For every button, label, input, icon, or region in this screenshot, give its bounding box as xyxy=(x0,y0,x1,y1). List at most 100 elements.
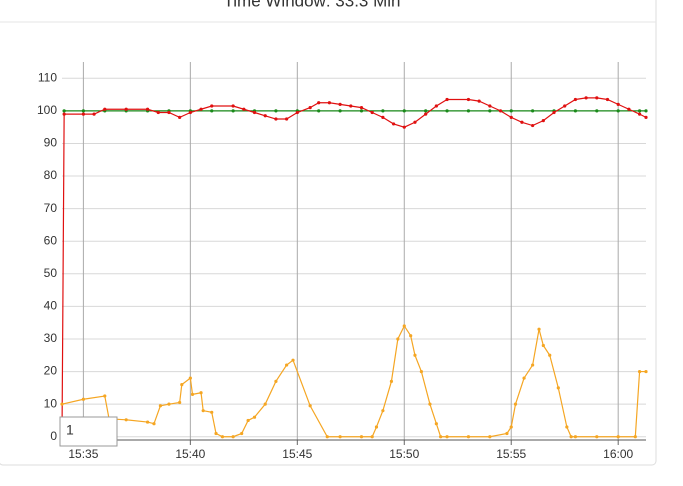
data-point xyxy=(231,435,235,439)
data-point xyxy=(274,109,278,113)
data-point xyxy=(595,96,599,100)
data-point xyxy=(488,435,492,439)
data-point xyxy=(231,109,235,113)
x-tick-label: 16:00 xyxy=(603,447,633,461)
y-tick-label: 0 xyxy=(50,429,57,443)
data-point xyxy=(242,107,246,111)
data-point xyxy=(214,431,218,436)
data-point xyxy=(509,115,513,119)
data-point xyxy=(616,435,620,439)
y-tick-label: 30 xyxy=(44,331,58,345)
data-point xyxy=(103,394,107,398)
data-point xyxy=(81,109,85,113)
data-point xyxy=(434,104,438,108)
data-point xyxy=(556,386,560,390)
data-point xyxy=(509,109,513,113)
data-point xyxy=(573,97,578,102)
data-point xyxy=(573,435,578,439)
data-point xyxy=(389,379,394,383)
data-point xyxy=(210,410,214,414)
data-point xyxy=(188,110,192,115)
data-point xyxy=(158,404,163,408)
data-point xyxy=(199,391,203,395)
data-point xyxy=(605,97,610,102)
y-tick-label: 100 xyxy=(37,103,57,117)
data-point xyxy=(246,418,250,423)
data-point xyxy=(513,402,518,406)
data-point xyxy=(402,125,406,129)
data-point xyxy=(419,369,423,374)
data-point xyxy=(434,422,438,426)
data-point xyxy=(584,96,588,100)
data-point xyxy=(285,363,289,367)
data-point xyxy=(62,112,66,116)
data-point xyxy=(325,435,329,439)
data-point xyxy=(413,120,417,124)
input-value[interactable]: 1 xyxy=(66,422,74,438)
data-point xyxy=(498,109,503,113)
data-point xyxy=(531,363,535,367)
data-point xyxy=(413,353,417,357)
data-point xyxy=(381,115,385,119)
data-point xyxy=(537,327,541,331)
data-point xyxy=(488,104,492,108)
data-point xyxy=(295,110,299,115)
y-tick-label: 20 xyxy=(44,364,58,378)
data-point xyxy=(370,435,374,439)
data-point xyxy=(548,353,552,357)
data-point xyxy=(595,109,599,113)
data-point xyxy=(644,109,648,113)
data-point xyxy=(520,120,524,124)
data-point xyxy=(644,115,648,119)
data-point xyxy=(92,112,96,116)
data-point xyxy=(359,435,364,439)
x-tick-label: 15:35 xyxy=(68,447,98,461)
y-tick-label: 90 xyxy=(44,136,58,150)
data-point xyxy=(263,402,267,406)
data-point xyxy=(616,109,620,113)
data-point xyxy=(81,112,85,116)
data-point xyxy=(274,379,278,383)
data-point xyxy=(445,97,449,102)
y-tick-label: 10 xyxy=(44,396,58,410)
data-point xyxy=(188,376,192,380)
data-point xyxy=(349,104,353,108)
data-point xyxy=(488,109,492,113)
data-point xyxy=(466,97,471,102)
data-point xyxy=(167,402,171,406)
data-point xyxy=(466,435,471,439)
data-point xyxy=(396,337,400,341)
data-point xyxy=(402,109,406,113)
data-point xyxy=(81,397,85,401)
data-point xyxy=(569,435,573,439)
data-point xyxy=(338,435,342,439)
input-box[interactable] xyxy=(59,416,118,447)
data-point xyxy=(240,431,244,436)
y-tick-label: 50 xyxy=(44,266,58,280)
data-point xyxy=(152,422,156,426)
data-point xyxy=(291,358,295,362)
data-point xyxy=(428,402,432,406)
series-line xyxy=(61,97,647,437)
y-tick-label: 70 xyxy=(44,201,58,215)
x-tick-label: 15:40 xyxy=(175,447,205,461)
data-point xyxy=(308,404,312,408)
data-point xyxy=(263,114,267,118)
data-point xyxy=(156,110,160,115)
data-point xyxy=(552,110,556,115)
data-point xyxy=(178,400,182,405)
data-point xyxy=(505,431,509,436)
data-point xyxy=(274,117,278,121)
x-tick-label: 15:50 xyxy=(389,447,419,461)
data-point xyxy=(477,99,481,103)
data-point xyxy=(402,324,406,328)
data-point xyxy=(565,425,569,429)
data-point xyxy=(381,109,385,113)
card xyxy=(0,0,657,466)
data-point xyxy=(145,420,150,424)
y-tick-label: 60 xyxy=(44,233,58,247)
data-point xyxy=(220,435,225,439)
data-point xyxy=(616,102,620,106)
data-point xyxy=(541,119,545,123)
data-point xyxy=(509,425,513,429)
